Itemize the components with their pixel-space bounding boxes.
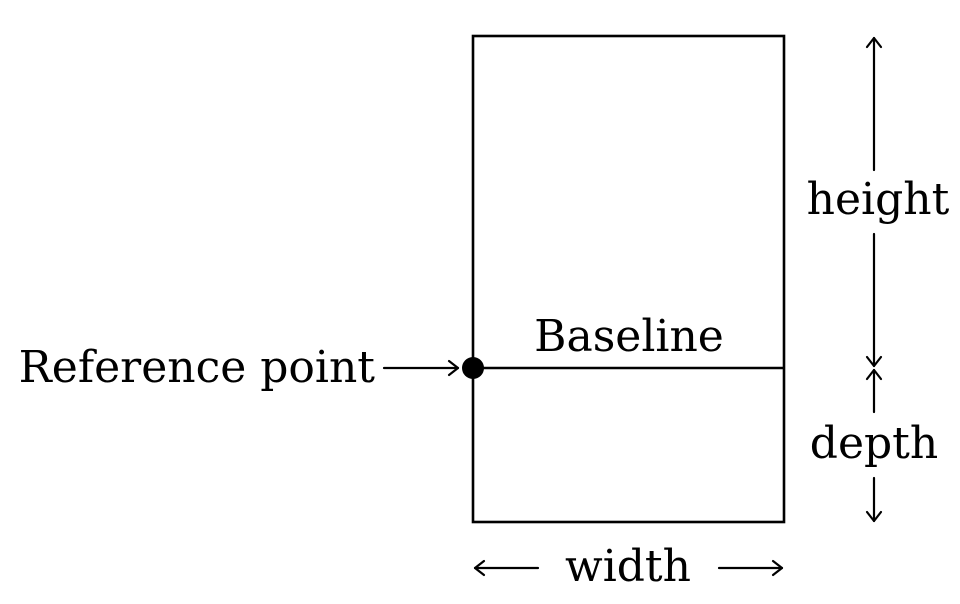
box-outline bbox=[471, 34, 786, 524]
baseline-label: Baseline bbox=[534, 311, 724, 362]
reference-arrow bbox=[382, 359, 460, 377]
depth-label: depth bbox=[810, 418, 938, 469]
reference-point-dot bbox=[462, 357, 484, 379]
width-label: width bbox=[565, 541, 691, 592]
height-dimension bbox=[865, 36, 883, 368]
width-dimension bbox=[473, 559, 784, 577]
reference-point-label: Reference point bbox=[19, 342, 376, 393]
height-label: height bbox=[807, 174, 950, 225]
depth-dimension bbox=[865, 368, 883, 523]
